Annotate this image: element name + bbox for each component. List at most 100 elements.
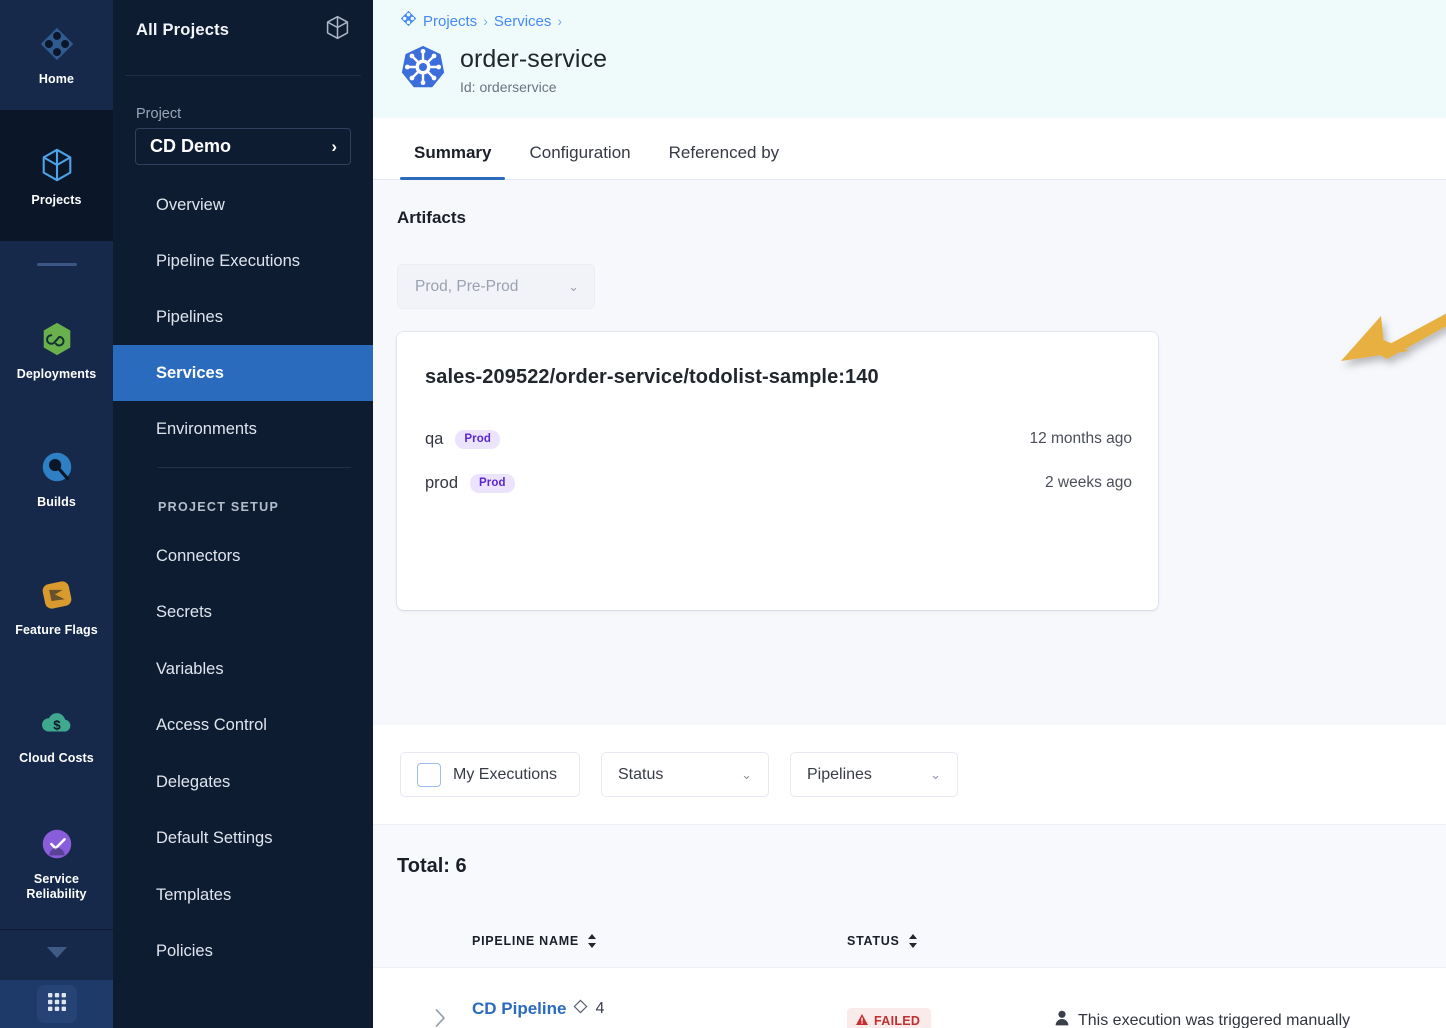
pipeline-version-count: 4 bbox=[595, 999, 605, 1017]
column-header-status[interactable]: STATUS bbox=[847, 933, 918, 948]
table-row[interactable]: CD Pipeline 4 Execution Id: 337 FAILED bbox=[373, 968, 1446, 1028]
primary-nav: Overview Pipeline Executions Pipelines S… bbox=[113, 177, 373, 457]
breadcrumb-separator: › bbox=[483, 13, 488, 29]
sidebar-item-connectors[interactable]: Connectors bbox=[113, 528, 373, 585]
sidebar-item-delegates[interactable]: Delegates bbox=[113, 754, 373, 811]
sidebar-item-environments[interactable]: Environments bbox=[113, 401, 373, 457]
sidebar-item-secrets[interactable]: Secrets bbox=[113, 585, 373, 642]
rail-lower-group: Deployments Builds bbox=[0, 241, 113, 1028]
rail-item-cloud-costs[interactable]: $ Cloud Costs bbox=[0, 670, 113, 798]
table-header-row: PIPELINE NAME STATUS bbox=[373, 914, 1446, 968]
rail-item-label: Deployments bbox=[16, 367, 97, 382]
pipelines-filter-dropdown[interactable]: Pipelines ⌄ bbox=[790, 752, 958, 797]
status-badge: Prod bbox=[470, 473, 515, 493]
rail-item-service-reliability[interactable]: Service Reliability bbox=[0, 798, 113, 926]
rail-item-label: Home bbox=[38, 72, 75, 87]
rail-item-label: Service Reliability bbox=[26, 872, 87, 901]
artifact-env-name: qa bbox=[425, 429, 444, 448]
chevron-right-icon: › bbox=[331, 136, 337, 156]
my-executions-checkbox[interactable] bbox=[417, 762, 441, 787]
rail-item-feature-flags[interactable]: Feature Flags bbox=[0, 542, 113, 670]
artifact-card[interactable]: sales-209522/order-service/todolist-samp… bbox=[397, 332, 1158, 610]
sidebar-item-label: Templates bbox=[156, 885, 232, 904]
artifact-env-time: 2 weeks ago bbox=[1044, 474, 1132, 491]
rail-more-button[interactable] bbox=[0, 930, 113, 980]
pipelines-filter-label: Pipelines bbox=[807, 765, 872, 783]
chevron-down-icon bbox=[46, 946, 68, 964]
sidebar-item-default-settings[interactable]: Default Settings bbox=[113, 811, 373, 868]
rail-item-label: Builds bbox=[37, 495, 76, 510]
project-setup-heading: PROJECT SETUP bbox=[158, 500, 280, 514]
project-label: Project bbox=[136, 106, 182, 122]
status-badge: Prod bbox=[455, 429, 500, 449]
executions-total: Total: 6 bbox=[397, 855, 467, 877]
artifact-name: sales-209522/order-service/todolist-samp… bbox=[425, 366, 879, 388]
sidebar-item-overview[interactable]: Overview bbox=[113, 177, 373, 233]
list-item: qa Prod 12 months ago bbox=[425, 417, 1132, 461]
all-projects-row[interactable]: All Projects bbox=[113, 0, 373, 60]
kubernetes-icon bbox=[400, 44, 446, 95]
my-executions-filter[interactable]: My Executions bbox=[400, 752, 580, 797]
column-header-pipeline-name[interactable]: PIPELINE NAME bbox=[472, 933, 847, 948]
chevron-down-icon: ⌄ bbox=[568, 278, 579, 294]
chevron-right-icon[interactable] bbox=[435, 1009, 472, 1028]
breadcrumb-link-services[interactable]: Services bbox=[493, 12, 552, 30]
my-executions-label: My Executions bbox=[453, 765, 558, 783]
sidebar-item-label: Pipelines bbox=[156, 307, 223, 326]
sidebar-item-label: Pipeline Executions bbox=[156, 251, 301, 270]
sidebar-item-access-control[interactable]: Access Control bbox=[113, 698, 373, 755]
sidebar-item-label: Secrets bbox=[156, 603, 212, 622]
sidebar-item-pipelines[interactable]: Pipelines bbox=[113, 289, 373, 345]
sidebar-item-label: Overview bbox=[156, 195, 225, 214]
user-icon bbox=[1055, 1010, 1069, 1028]
sidebar-item-pipeline-executions[interactable]: Pipeline Executions bbox=[113, 233, 373, 289]
sidebar-item-policies[interactable]: Policies bbox=[113, 924, 373, 981]
cell-trigger: This execution was triggered manually bbox=[1055, 1010, 1350, 1028]
chevron-down-icon: ⌄ bbox=[930, 766, 941, 782]
breadcrumb-link-projects[interactable]: Projects bbox=[423, 12, 478, 30]
rail-item-label: Feature Flags bbox=[15, 623, 98, 638]
cube-icon bbox=[324, 14, 351, 46]
cell-status: FAILED bbox=[847, 1007, 1055, 1028]
execution-id: Execution Id: 337 bbox=[472, 1026, 847, 1028]
sort-icon[interactable] bbox=[908, 933, 918, 948]
sidebar-item-services[interactable]: Services bbox=[113, 345, 373, 401]
all-projects-label: All Projects bbox=[136, 20, 230, 39]
tab-summary[interactable]: Summary bbox=[400, 143, 506, 180]
status-text: FAILED bbox=[874, 1013, 921, 1028]
sidebar-item-variables[interactable]: Variables bbox=[113, 641, 373, 698]
column-label: PIPELINE NAME bbox=[472, 933, 579, 948]
sidebar-item-label: Environments bbox=[156, 419, 257, 438]
rail-item-projects[interactable]: Projects bbox=[0, 110, 113, 241]
sidebar-item-label: Access Control bbox=[156, 716, 267, 735]
executions-filter-bar: My Executions Status ⌄ Pipelines ⌄ bbox=[373, 725, 1446, 825]
setup-divider bbox=[158, 467, 351, 468]
environment-filter-dropdown[interactable]: Prod, Pre-Prod ⌄ bbox=[397, 264, 595, 309]
sidebar-item-templates[interactable]: Templates bbox=[113, 867, 373, 924]
service-reliability-icon bbox=[38, 825, 76, 863]
rail-item-deployments[interactable]: Deployments bbox=[0, 286, 113, 414]
project-selector[interactable]: CD Demo › bbox=[135, 128, 351, 165]
list-item: prod Prod 2 weeks ago bbox=[425, 461, 1132, 505]
apps-launcher-button[interactable] bbox=[36, 985, 77, 1023]
tab-referenced-by[interactable]: Referenced by bbox=[655, 143, 794, 179]
rail-item-builds[interactable]: Builds bbox=[0, 414, 113, 542]
apps-launcher-bar bbox=[0, 980, 113, 1028]
project-selector-name: CD Demo bbox=[150, 136, 232, 156]
pipeline-name-link[interactable]: CD Pipeline bbox=[472, 998, 567, 1018]
cloud-costs-icon: $ bbox=[38, 704, 76, 742]
warning-triangle-icon bbox=[856, 1013, 868, 1028]
status-badge: FAILED bbox=[847, 1007, 932, 1028]
tag-icon bbox=[573, 999, 588, 1019]
home-diamond-icon bbox=[38, 25, 76, 63]
setup-nav: Connectors Secrets Variables Access Cont… bbox=[113, 528, 373, 980]
projects-cube-icon bbox=[38, 146, 76, 184]
sort-icon[interactable] bbox=[587, 933, 597, 948]
breadcrumb: Projects › Services › bbox=[373, 8, 1446, 34]
status-filter-dropdown[interactable]: Status ⌄ bbox=[601, 752, 769, 797]
trigger-text: This execution was triggered manually bbox=[1078, 1011, 1351, 1028]
rail-item-home[interactable]: Home bbox=[0, 0, 113, 110]
tab-configuration[interactable]: Configuration bbox=[515, 143, 644, 179]
environment-filter-value: Prod, Pre-Prod bbox=[415, 277, 519, 295]
